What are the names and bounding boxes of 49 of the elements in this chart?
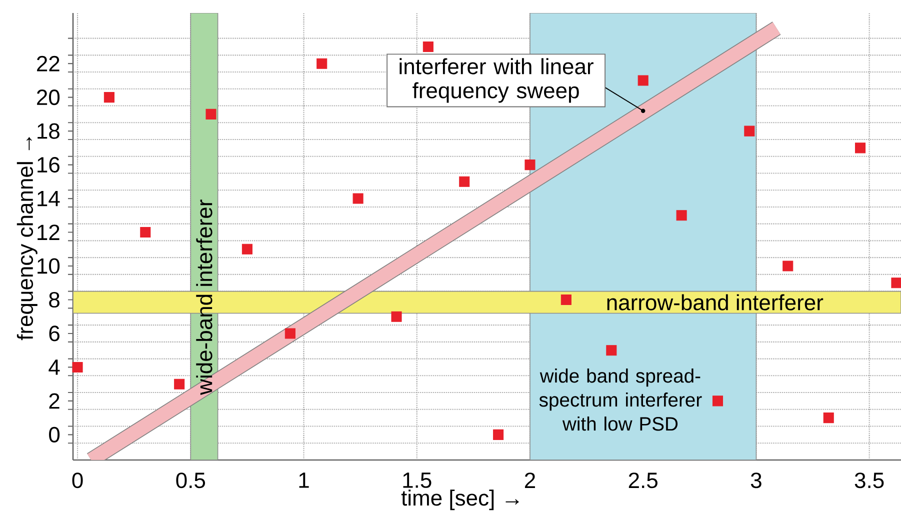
x-tick-label: 1 xyxy=(299,472,309,488)
band-label: narrow-band interferer xyxy=(607,294,824,310)
point xyxy=(712,396,724,406)
x-tick-label: 1.5 xyxy=(403,472,432,488)
point xyxy=(606,345,617,356)
point xyxy=(459,176,470,187)
annotation: interferer with linear frequency sweep xyxy=(400,58,594,103)
point xyxy=(744,126,755,136)
y-tick-label: 10 xyxy=(38,258,60,274)
point xyxy=(242,244,252,254)
x-tick-label: 0.5 xyxy=(176,472,206,488)
x-tick-label: 0 xyxy=(72,472,83,488)
y-tick-label: 6 xyxy=(49,326,60,342)
y-tick-label: 22 xyxy=(37,56,60,72)
y-tick-label: 18 xyxy=(38,123,60,139)
point xyxy=(493,429,504,440)
y-tick-label: 4 xyxy=(48,360,60,375)
y-tick-label: 20 xyxy=(37,90,60,106)
y-axis-title: frequency channel → xyxy=(16,137,38,340)
point xyxy=(316,58,328,69)
y-tick-label: 16 xyxy=(38,157,60,173)
point xyxy=(782,260,794,272)
x-tick-label: 2.5 xyxy=(628,472,658,488)
point xyxy=(676,210,687,221)
point xyxy=(855,142,866,154)
point xyxy=(823,412,834,424)
point xyxy=(422,41,434,52)
y-tick-label: 14 xyxy=(38,190,60,206)
x-tick-label: 3 xyxy=(750,472,762,488)
x-tick-label: 2 xyxy=(524,472,535,488)
point xyxy=(524,160,536,170)
point xyxy=(72,362,83,372)
band-label: wide-band interferer xyxy=(196,200,212,395)
x-axis-title: time [sec] → xyxy=(401,490,519,510)
point xyxy=(174,378,185,390)
y-tick-label: 2 xyxy=(49,393,60,409)
band-label: wide band spread-spectrum interferer with low PSD xyxy=(539,368,702,431)
point xyxy=(206,108,216,120)
point xyxy=(638,75,648,86)
point xyxy=(284,328,296,339)
y-tick-label: 8 xyxy=(49,292,60,308)
x-tick-label: 3.5 xyxy=(854,472,884,488)
point xyxy=(352,193,364,204)
point xyxy=(104,92,114,103)
y-tick-label: 12 xyxy=(38,224,60,240)
point xyxy=(140,227,151,238)
point xyxy=(560,294,572,306)
point xyxy=(391,311,402,322)
y-tick-label: 0 xyxy=(49,426,60,442)
